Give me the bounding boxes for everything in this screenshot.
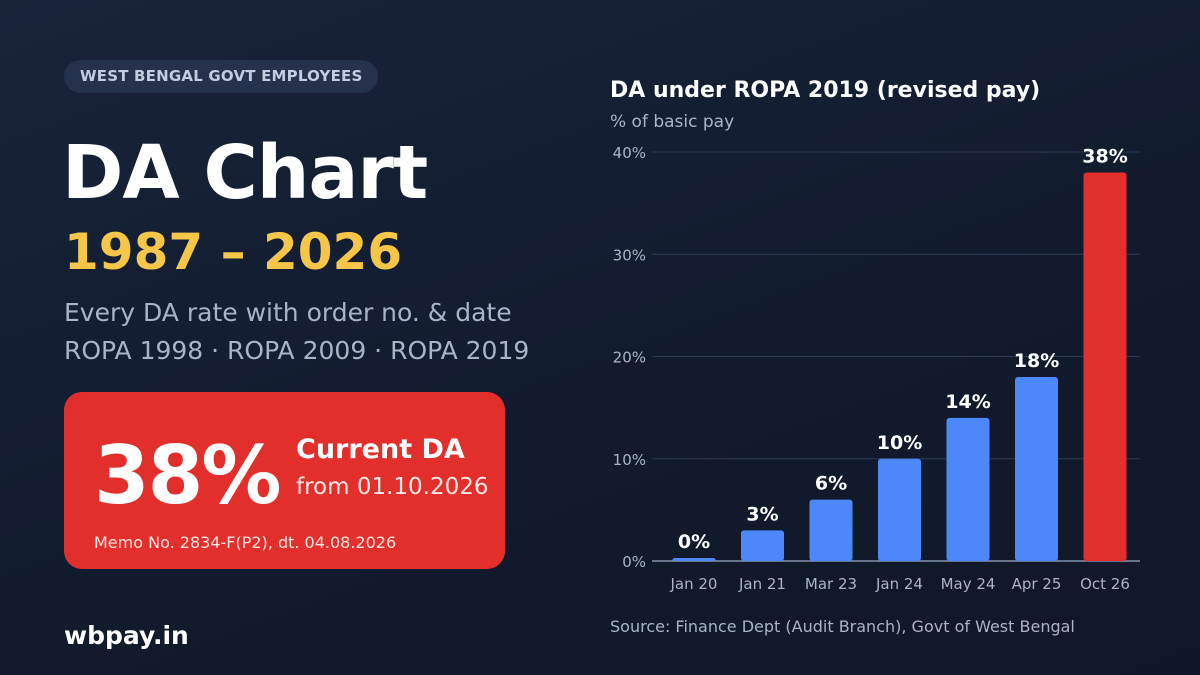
y-tick-label: 20% [613,349,646,367]
data-label: 6% [815,473,847,495]
chart-title: DA under ROPA 2019 (revised pay) [610,78,1041,103]
x-tick-label: Oct 26 [1080,575,1130,593]
memo-number: Memo No. 2834-F(P2), dt. 04.08.2026 [94,533,397,552]
x-tick-label: Jan 24 [875,575,923,593]
current-da-value: 38% [94,429,281,522]
data-label: 3% [746,503,778,525]
da-bar-chart: 0% 10% 20% 30% 40% 0% Jan 20 3% Jan 21 6% Mar 23 10… [613,144,1140,593]
y-tick-label: 10% [613,451,646,469]
page-title: DA Chart [62,130,428,216]
data-label: 18% [1014,350,1059,372]
category-badge: WEST BENGAL GOVT EMPLOYEES [64,60,379,93]
current-da-card: 38% Current DA from 01.10.2026 Memo No. … [64,392,505,569]
x-tick-label: Apr 25 [1012,575,1062,593]
data-label: 10% [877,432,922,454]
current-da-date: from 01.10.2026 [296,474,489,500]
data-label: 0% [678,531,710,553]
source-note: Source: Finance Dept (Audit Branch), Gov… [610,617,1075,636]
x-tick-label: Jan 21 [738,575,786,593]
bar [809,499,853,561]
bar [741,530,784,561]
current-da-label: Current DA [296,434,465,465]
y-tick-label: 0% [622,553,646,571]
x-tick-label: Mar 23 [805,575,857,593]
data-label: 14% [945,391,990,413]
data-label: 38% [1082,145,1127,167]
subtitle-line-1: Every DA rate with order no. & date [64,298,512,327]
x-tick-label: May 24 [941,575,996,593]
bar [878,458,921,561]
bar [1083,172,1127,561]
bar [946,417,990,561]
bar [672,558,716,561]
subtitle-line-2: ROPA 1998 · ROPA 2009 · ROPA 2019 [64,336,530,365]
x-tick-label: Jan 20 [670,575,718,593]
y-tick-label: 30% [613,246,646,264]
y-tick-label: 40% [613,144,646,162]
site-link[interactable]: wbpay.in [64,621,189,650]
year-range: 1987 – 2026 [64,223,403,281]
chart-y-axis-label: % of basic pay [610,112,735,132]
bar [1015,376,1058,561]
